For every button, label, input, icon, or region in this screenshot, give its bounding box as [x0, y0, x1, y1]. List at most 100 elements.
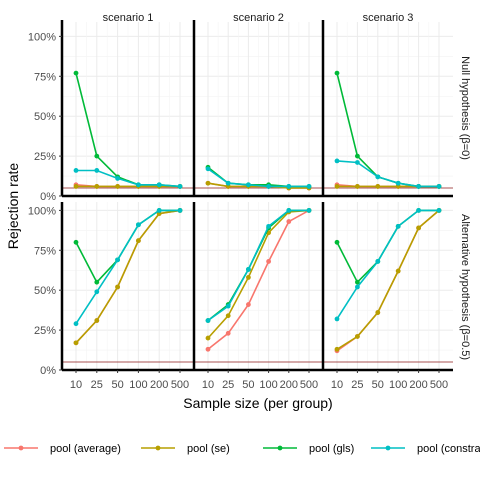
data-point: [136, 238, 141, 244]
data-point: [205, 346, 211, 352]
data-point: [246, 302, 251, 307]
data-point: [115, 184, 120, 189]
facet-column-label: scenario 1: [103, 12, 154, 24]
legend-label: pool (gls): [309, 443, 354, 455]
data-point: [436, 184, 442, 189]
facet-row-label: Alternative hypothesis (β=0.5): [459, 214, 471, 360]
y-tick-label: 75%: [34, 71, 56, 83]
data-point: [286, 207, 292, 213]
data-point: [395, 180, 401, 186]
data-point: [334, 316, 340, 322]
data-point: [355, 153, 360, 159]
y-tick-label: 25%: [34, 325, 56, 337]
data-point: [355, 284, 360, 290]
x-tick-label: 25: [351, 379, 363, 391]
data-point: [177, 207, 183, 213]
data-point: [334, 346, 340, 352]
data-point: [136, 182, 141, 188]
x-tick-label: 500: [171, 379, 189, 391]
legend-label: pool (se): [187, 443, 230, 455]
y-tick-label: 25%: [34, 151, 56, 163]
data-point: [334, 70, 340, 76]
data-point: [334, 184, 340, 189]
data-point: [205, 180, 211, 186]
legend-key-point: [277, 445, 283, 451]
y-tick-label: 100%: [28, 31, 56, 43]
legend-key-point: [155, 445, 161, 451]
data-point: [225, 303, 231, 309]
series-line: [207, 209, 310, 339]
x-tick-label: 200: [280, 379, 298, 391]
data-point: [416, 225, 421, 231]
data-point: [355, 334, 360, 339]
data-point: [115, 284, 120, 290]
facet-row-label: Null hypothesis (β=0): [459, 56, 471, 160]
data-point: [225, 180, 231, 186]
data-point: [306, 184, 312, 189]
data-point: [375, 174, 381, 180]
data-point: [94, 184, 100, 189]
x-tick-label: 100: [259, 379, 277, 391]
series-line: [207, 209, 309, 322]
data-point: [73, 184, 79, 189]
x-tick-label: 100: [389, 379, 407, 391]
data-point: [73, 70, 79, 76]
x-axis-title: Sample size (per group): [183, 395, 332, 411]
data-point: [436, 207, 442, 213]
data-point: [416, 184, 421, 189]
data-point: [115, 176, 120, 181]
data-point: [94, 318, 100, 323]
series-line: [336, 209, 440, 350]
x-tick-label: 500: [300, 379, 318, 391]
data-point: [375, 259, 381, 264]
data-point: [266, 223, 271, 229]
data-point: [334, 158, 340, 164]
series-line: [76, 169, 181, 188]
series-line: [207, 168, 309, 188]
series-line: [75, 209, 181, 344]
facet-column-label: scenario 3: [363, 12, 414, 24]
data-point: [94, 168, 100, 173]
data-point: [73, 321, 79, 327]
x-tick-label: 10: [202, 379, 214, 391]
data-point: [205, 318, 211, 323]
data-point: [286, 219, 292, 224]
data-point: [205, 166, 211, 172]
y-tick-label: 0%: [40, 365, 56, 377]
data-point: [94, 153, 100, 159]
legend-key-point: [385, 445, 391, 451]
data-point: [375, 184, 381, 189]
data-point: [355, 184, 360, 189]
x-tick-label: 50: [111, 379, 123, 391]
legend-label: pool (constrai: [417, 443, 480, 455]
series-line: [207, 209, 310, 350]
x-tick-label: 25: [222, 379, 234, 391]
x-tick-label: 500: [430, 379, 448, 391]
data-point: [94, 279, 100, 285]
data-point: [355, 279, 360, 285]
data-point: [395, 268, 401, 274]
data-point: [246, 275, 251, 280]
series-line: [75, 209, 180, 325]
x-tick-label: 100: [129, 379, 147, 391]
data-point: [225, 313, 231, 319]
x-tick-label: 200: [150, 379, 168, 391]
x-tick-label: 10: [70, 379, 82, 391]
data-point: [246, 267, 251, 272]
facet-column-label: scenario 2: [233, 12, 284, 24]
x-tick-label: 50: [372, 379, 384, 391]
y-tick-label: 0%: [40, 191, 56, 203]
data-point: [395, 223, 401, 229]
y-tick-label: 100%: [28, 205, 56, 217]
series-line: [336, 160, 439, 188]
data-point: [73, 239, 79, 245]
data-point: [115, 257, 120, 263]
data-point: [334, 239, 340, 245]
series-line: [336, 209, 439, 320]
data-point: [416, 207, 421, 213]
x-tick-label: 50: [242, 379, 254, 391]
data-point: [266, 184, 271, 189]
data-point: [205, 335, 211, 341]
data-point: [375, 310, 381, 315]
